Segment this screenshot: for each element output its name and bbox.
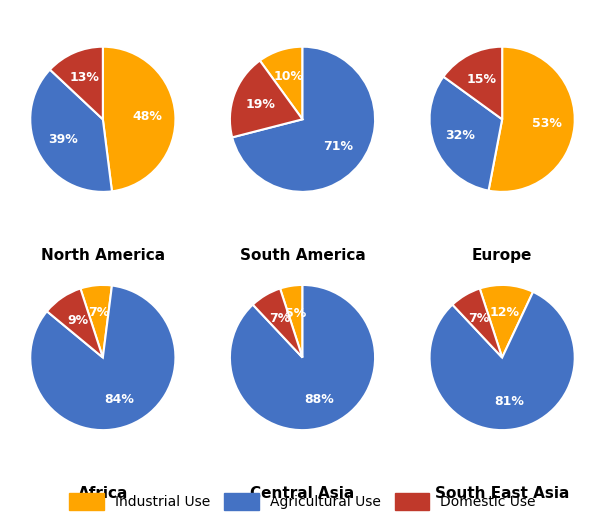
Wedge shape [453, 289, 502, 357]
Title: South East Asia: South East Asia [435, 486, 569, 501]
Text: 12%: 12% [490, 306, 520, 319]
Wedge shape [253, 289, 302, 357]
Text: 10%: 10% [273, 70, 304, 83]
Wedge shape [280, 285, 302, 357]
Wedge shape [480, 285, 533, 357]
Wedge shape [80, 285, 112, 357]
Wedge shape [232, 47, 375, 192]
Text: 81%: 81% [494, 396, 524, 409]
Text: 9%: 9% [67, 314, 88, 327]
Wedge shape [489, 47, 575, 192]
Text: 5%: 5% [285, 307, 306, 320]
Text: 13%: 13% [70, 71, 100, 84]
Text: 7%: 7% [469, 312, 490, 325]
Legend: Industrial Use, Agricultural Use, Domestic Use: Industrial Use, Agricultural Use, Domest… [62, 486, 543, 517]
Text: 48%: 48% [133, 110, 163, 123]
Text: 53%: 53% [532, 117, 562, 130]
Wedge shape [47, 289, 103, 357]
Wedge shape [30, 70, 112, 192]
Text: 84%: 84% [105, 393, 134, 406]
Wedge shape [50, 47, 103, 119]
Wedge shape [260, 47, 302, 119]
Wedge shape [230, 61, 302, 137]
Title: Central Asia: Central Asia [250, 486, 355, 501]
Title: South America: South America [240, 248, 365, 263]
Text: 88%: 88% [304, 393, 334, 406]
Title: Europe: Europe [472, 248, 532, 263]
Wedge shape [430, 77, 502, 191]
Wedge shape [443, 47, 502, 119]
Text: 19%: 19% [245, 97, 275, 111]
Wedge shape [230, 285, 375, 430]
Wedge shape [103, 47, 175, 191]
Text: 71%: 71% [323, 140, 353, 154]
Text: 32%: 32% [445, 129, 476, 143]
Wedge shape [30, 286, 175, 430]
Text: 7%: 7% [88, 306, 110, 319]
Text: 15%: 15% [466, 73, 497, 86]
Title: Africa: Africa [77, 486, 128, 501]
Text: 7%: 7% [269, 312, 290, 325]
Title: North America: North America [41, 248, 165, 263]
Wedge shape [430, 292, 575, 430]
Text: 39%: 39% [48, 133, 77, 146]
